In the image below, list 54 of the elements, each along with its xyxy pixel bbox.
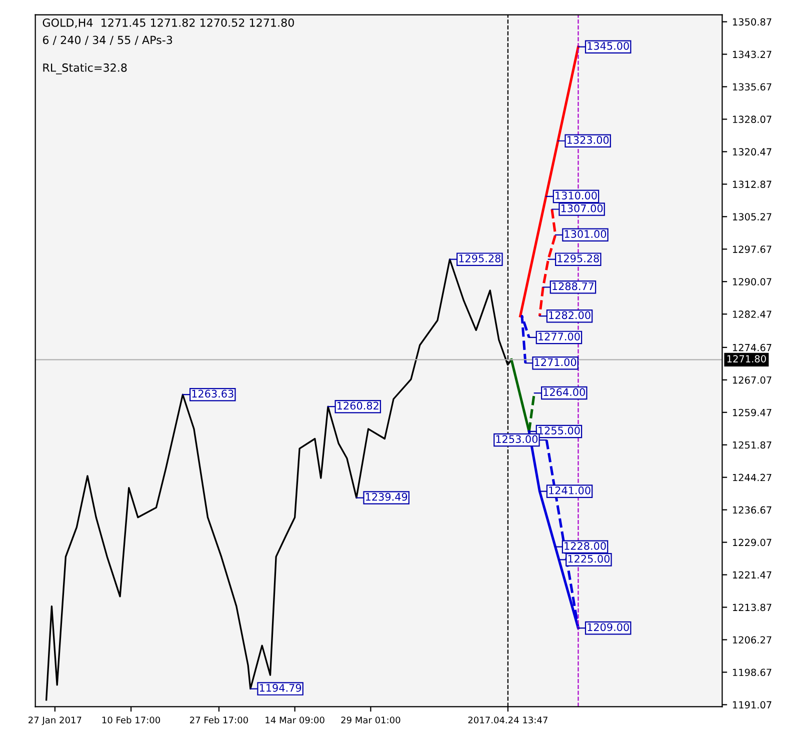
annotation: 1301.00 <box>564 230 606 238</box>
annotation: 1253.00 <box>496 435 538 444</box>
y-tick-label: 1251.87 <box>732 441 772 449</box>
y-tick-label: 1206.27 <box>732 636 772 644</box>
annotation: 1194.79 <box>260 684 302 692</box>
annotation: 1271.00 <box>534 358 576 366</box>
x-tick-label: 2017.04.24 13:47 <box>468 716 548 724</box>
x-tick-label: 14 Mar 09:00 <box>266 716 324 724</box>
y-tick-label: 1244.27 <box>732 474 772 482</box>
y-tick-label: 1267.07 <box>732 376 772 384</box>
y-tick-label: 1221.47 <box>732 571 772 578</box>
y-tick-label: 1343.27 <box>732 50 772 58</box>
y-tick-label: 1236.67 <box>732 506 772 514</box>
y-tick-label: 1198.67 <box>732 668 772 676</box>
y-tick-label: 1282.47 <box>732 310 772 318</box>
annotation: 1260.82 <box>337 402 378 410</box>
annotation: 1288.77 <box>552 282 594 290</box>
annotation: 1209.00 <box>588 623 629 632</box>
y-tick-label: 1191.07 <box>732 701 772 709</box>
y-tick-label: 1312.87 <box>732 180 772 188</box>
annotation: 1295.28 <box>558 254 599 262</box>
annotation: 1264.00 <box>544 388 585 396</box>
y-tick-label: 1305.27 <box>732 213 772 220</box>
annotation: 1282.00 <box>549 311 590 320</box>
annotation: RL_Static=32.8 <box>43 63 127 74</box>
annotation: 1225.00 <box>568 554 610 563</box>
x-tick-label: 27 Jan 2017 <box>28 716 82 726</box>
chart-title: GOLD,H4 1271.45 1271.82 1270.52 1271.80 <box>42 18 294 28</box>
y-tick-label: 1350.87 <box>732 18 772 26</box>
annotation: 1241.00 <box>549 486 590 494</box>
annotation: 1310.00 <box>556 192 597 200</box>
x-tick-label: 29 Mar 01:00 <box>341 716 400 724</box>
annotation: 1277.00 <box>538 332 580 340</box>
y-tick-label: 1229.07 <box>732 538 772 546</box>
x-tick-label: 27 Feb 17:00 <box>190 716 248 724</box>
annotation: 1228.00 <box>564 542 606 550</box>
y-tick-label: 1335.67 <box>732 83 772 91</box>
y-tick-label: 1274.67 <box>732 344 772 352</box>
annotation: 1263.63 <box>192 390 234 398</box>
annotation: 1345.00 <box>588 42 629 50</box>
text: 6 / 240 / 34 / 55 / APs-3 <box>42 36 172 46</box>
ref-line-label: 1271.80 <box>727 355 766 363</box>
y-tick-label: 1320.47 <box>732 148 772 156</box>
annotation: 1307.00 <box>561 204 603 212</box>
annotation: 1239.49 <box>366 492 408 501</box>
y-tick-label: 1297.67 <box>732 246 772 253</box>
annotation: 1255.00 <box>538 426 580 434</box>
annotation: 1323.00 <box>567 136 609 144</box>
y-tick-label: 1328.07 <box>732 116 772 124</box>
y-tick-label: 1213.87 <box>732 604 772 612</box>
y-tick-label: 1259.47 <box>732 408 772 416</box>
annotation: 1295.28 <box>459 254 500 262</box>
y-tick-label: 1290.07 <box>732 278 772 286</box>
x-tick-label: 10 Feb 17:00 <box>102 716 160 724</box>
